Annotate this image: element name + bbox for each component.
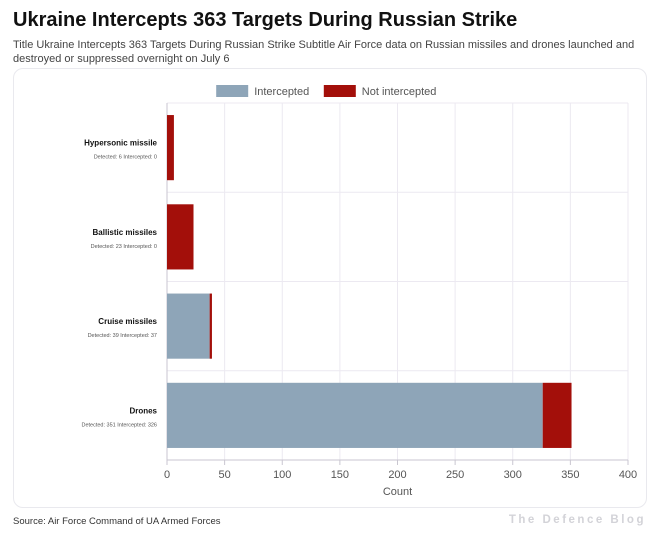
category-detail-label: Detected: 23 Intercepted: 0 [91,244,157,250]
chart-card: 0 50 100 150 200 250 300 350 400 Hypersonic missi… [13,68,647,508]
bar-intercepted [167,293,210,359]
category-detail-label: Detected: 6 Intercepted: 0 [94,155,157,161]
chart-title: Ukraine Intercepts 363 Targets During Ru… [13,9,518,31]
bar-chart: 0 50 100 150 200 250 300 350 400 Hypersonic missi… [81,85,637,498]
x-tick-label: 250 [446,469,464,481]
category-label: Drones [129,406,157,415]
bar-not-intercepted [209,293,212,359]
x-tick-label: 300 [504,469,522,481]
legend-label: Not intercepted [362,86,437,98]
chart-subtitle: Title Ukraine Intercepts 363 Targets Dur… [13,39,635,65]
x-tick-label: 350 [561,469,579,481]
legend-swatch [323,85,356,97]
x-tick-label: 0 [164,469,170,481]
legend-label: Intercepted [254,86,309,98]
bar-not-intercepted [167,115,174,181]
category-detail-label: Detected: 351 Intercepted: 326 [81,422,157,428]
category-label: Cruise missiles [98,317,157,326]
source-note: Source: Air Force Command of UA Armed Fo… [13,516,221,527]
category-label: Hypersonic missile [84,139,157,148]
x-tick-label: 200 [388,469,406,481]
x-tick-label: 50 [219,469,231,481]
x-axis-label: Count [383,486,412,498]
bar-not-intercepted [542,382,572,448]
brand-watermark: The Defence Blog [508,514,646,526]
bar-intercepted [167,382,543,448]
x-tick-label: 400 [619,469,637,481]
x-tick-label: 150 [331,469,349,481]
bar-not-intercepted [167,204,194,270]
category-detail-label: Detected: 39 Intercepted: 37 [88,333,157,339]
legend-swatch [216,85,249,97]
category-label: Ballistic missiles [93,228,158,237]
x-tick-label: 100 [273,469,291,481]
